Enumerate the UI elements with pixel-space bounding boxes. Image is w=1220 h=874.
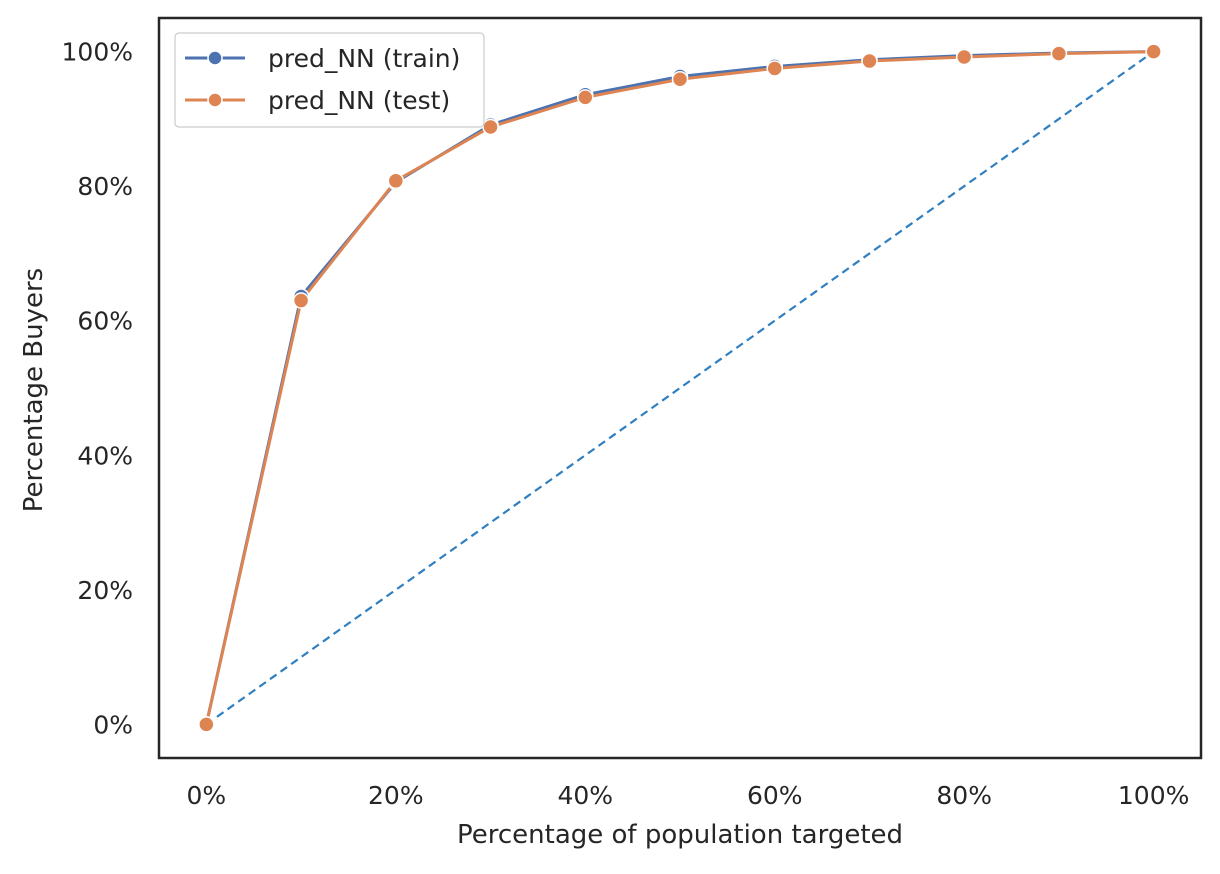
series-1-point [198,716,215,733]
legend-train-label: pred_NN (train) [268,44,460,73]
x-tick-label: 80% [936,781,992,810]
y-axis-label: Percentage Buyers [19,268,49,512]
legend-entry-train: pred_NN (train) [185,44,460,73]
legend-train-marker [207,50,223,66]
series-1-point [482,118,499,136]
reference-diagonal-line [205,50,1155,726]
legend: pred_NN (train) pred_NN (test) [174,32,485,128]
series-1-point [955,48,973,66]
series-1-point [1145,43,1162,60]
y-tick-label: 40% [77,441,133,470]
legend-entry-test: pred_NN (test) [185,86,450,115]
series-1-point [292,292,310,309]
series-layer [198,43,1162,733]
axes-layer: 0% 20% 40% 60% 80% 100% 0% 20% 40% 60% 80% 100% [62,16,1203,810]
x-tick-label: 60% [747,781,803,810]
series-1-point [766,60,783,77]
legend-test-marker [207,92,223,108]
x-tick-label: 0% [187,781,227,810]
y-tick-label: 20% [77,576,133,605]
y-tick-label: 80% [77,172,133,201]
plot-frame [157,16,1203,760]
y-tick-label: 0% [93,710,133,739]
series-1-point [387,172,405,190]
legend-box [174,32,485,128]
series-1-point [577,89,594,106]
x-tick-label: 40% [557,781,613,810]
series-1-point [671,70,689,88]
series-1-point [861,52,878,70]
x-axis-label: Percentage of population targeted [457,820,903,850]
x-tick-label: 20% [368,781,424,810]
reference-line-layer [205,50,1155,726]
y-tick-label: 60% [77,307,133,336]
legend-test-label: pred_NN (test) [268,86,450,115]
x-tick-label: 100% [1118,781,1189,810]
y-tick-label: 100% [62,38,133,67]
series-1-point [1050,45,1068,62]
